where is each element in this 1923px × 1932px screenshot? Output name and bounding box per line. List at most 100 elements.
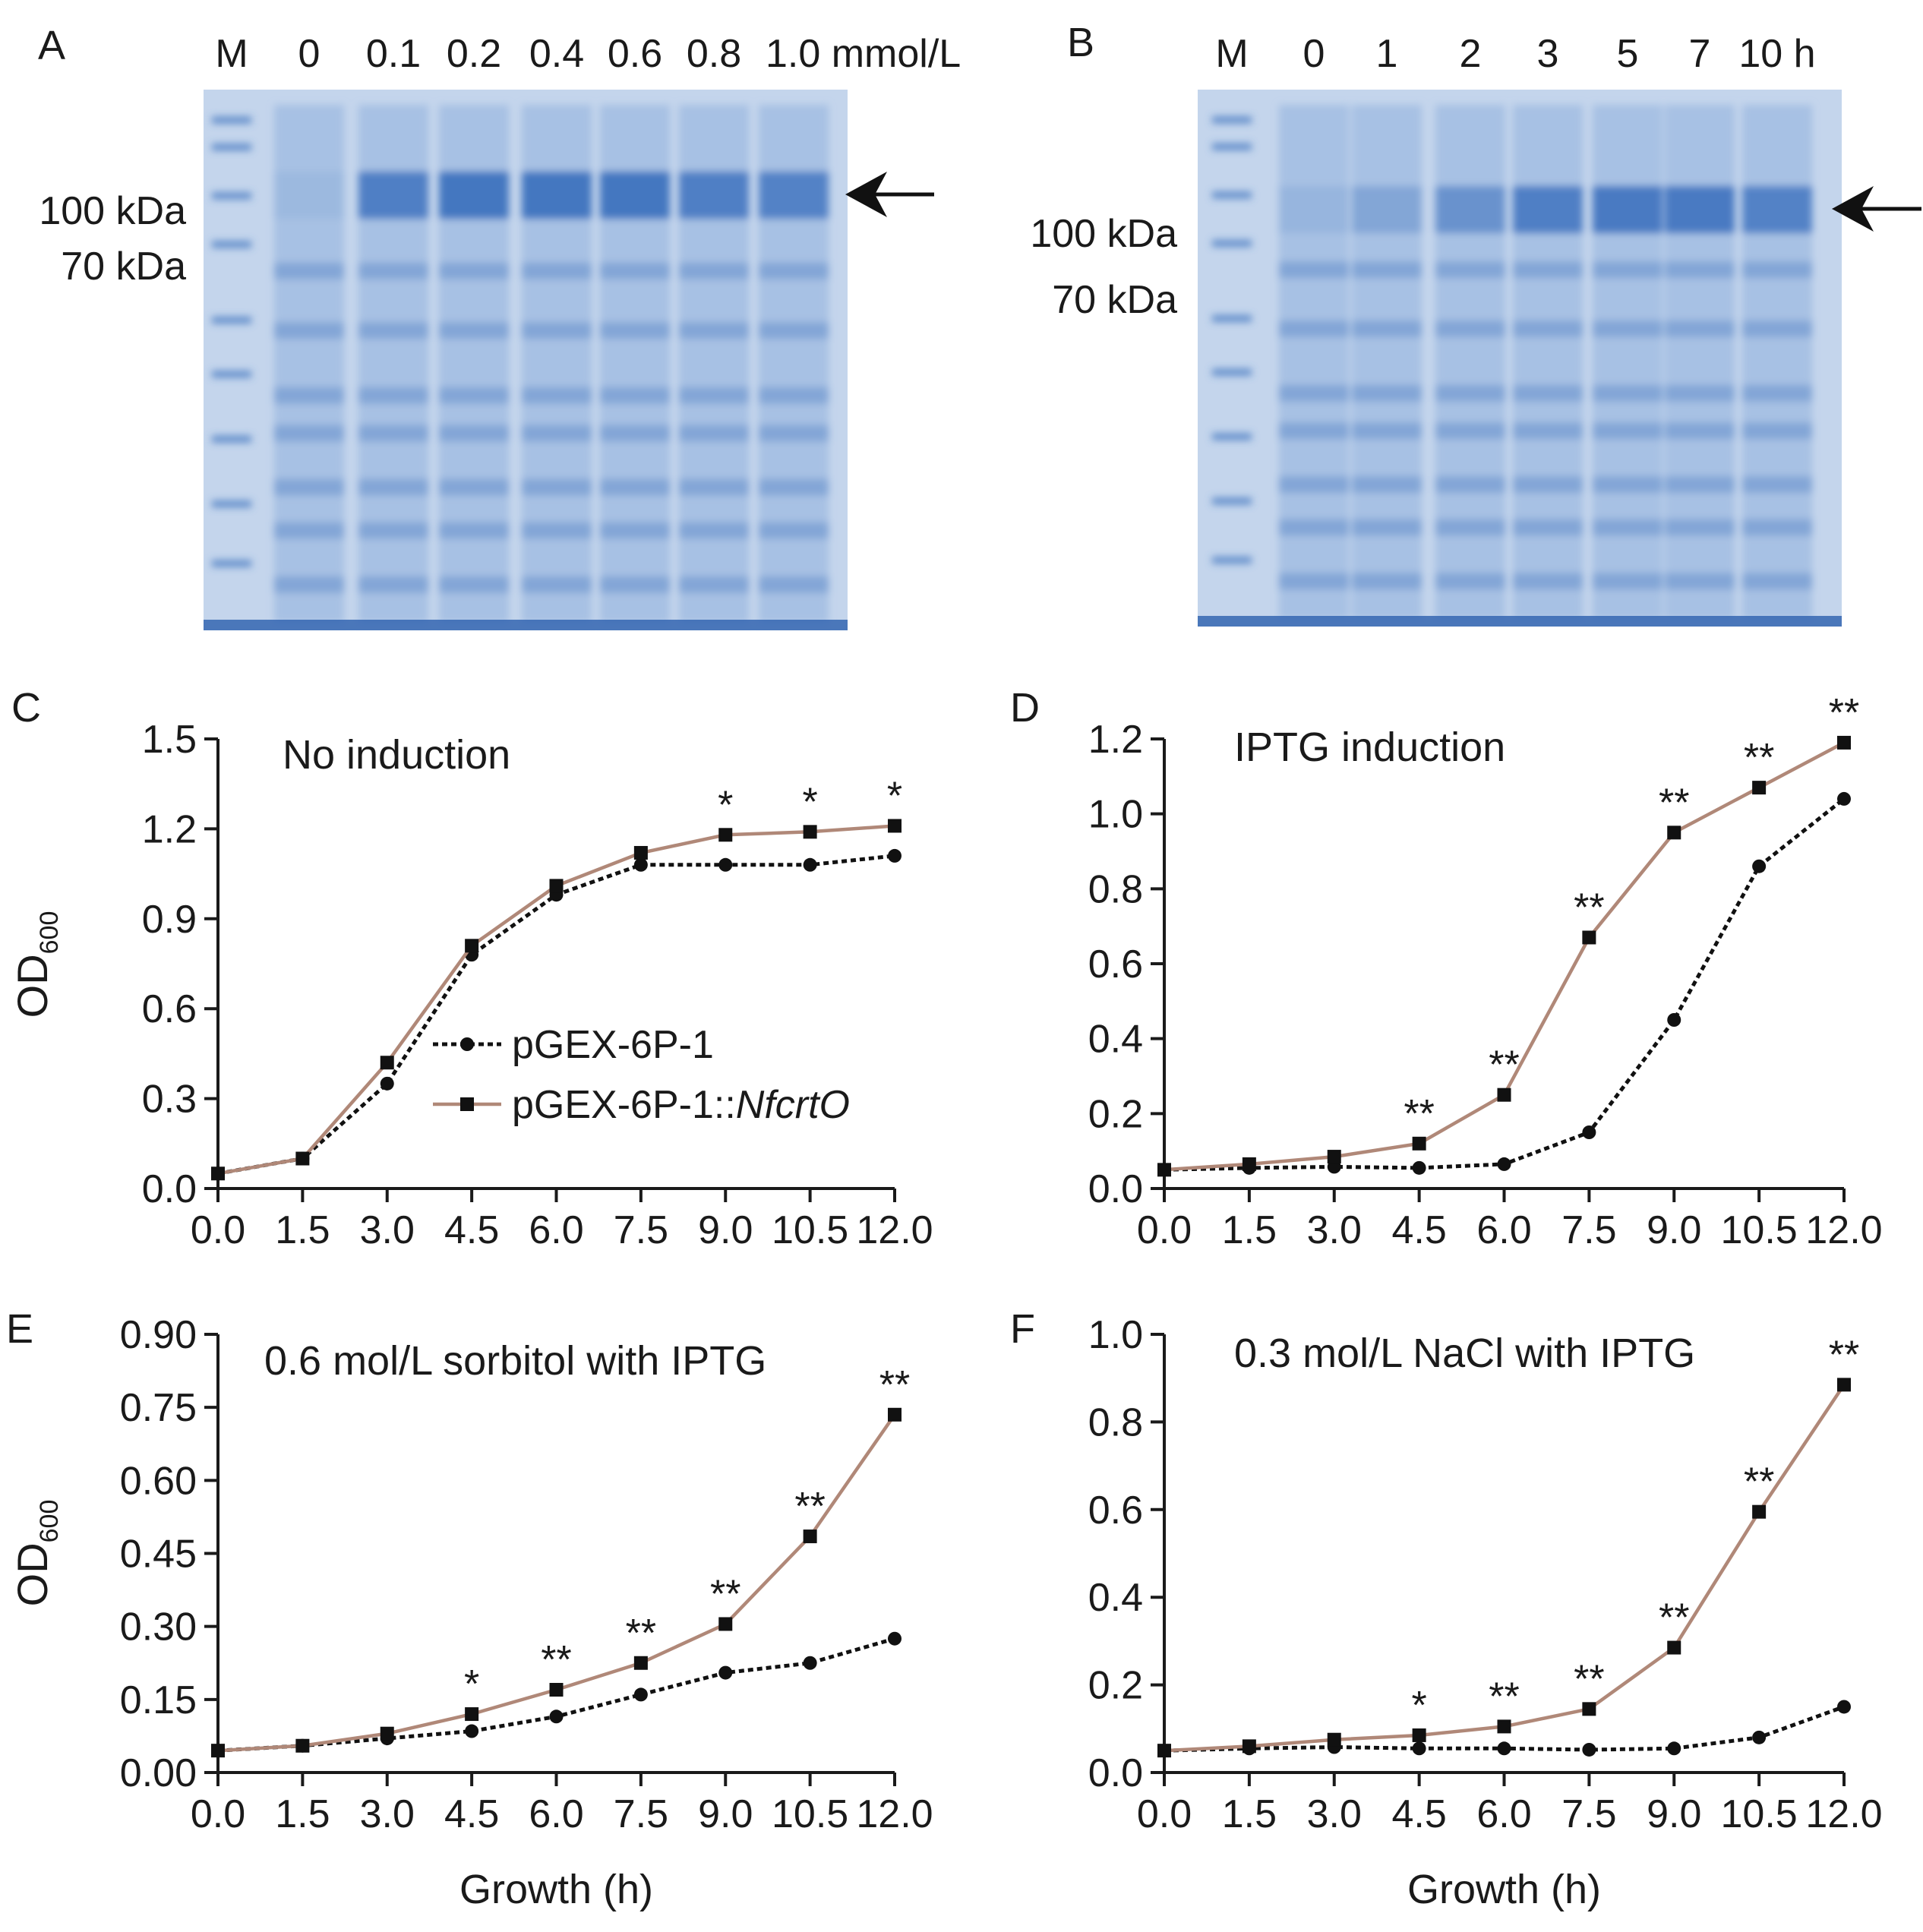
- gel-band: [1279, 422, 1349, 440]
- target-band: [1279, 186, 1349, 233]
- legend-marker: [460, 1037, 474, 1051]
- x-tick-label: 1.5: [1222, 1208, 1277, 1252]
- x-tick-label: 1.5: [275, 1208, 330, 1252]
- x-tick-label: 6.0: [1476, 1208, 1531, 1252]
- gel-a-lane-labels: M 0 0.1 0.2 0.4 0.6 0.8 1.0 mmol/L: [215, 32, 961, 76]
- gel-band: [1593, 384, 1662, 402]
- gel-band: [1665, 519, 1735, 536]
- gel-b-lane-label: 7: [1689, 32, 1711, 76]
- data-point: [633, 845, 648, 860]
- gel-band: [274, 478, 344, 496]
- x-axis-label: Growth (h): [1407, 1867, 1601, 1912]
- gel-band: [600, 387, 670, 404]
- legend-label: pGEX-6P-1: [512, 1023, 714, 1067]
- y-tick-label: 1.0: [1088, 1313, 1143, 1357]
- significance-marker: *: [887, 774, 902, 818]
- gel-band: [358, 262, 428, 279]
- gel-band: [358, 387, 428, 404]
- gel-band: [679, 387, 749, 404]
- significance-marker: **: [1829, 1333, 1859, 1377]
- data-point: [888, 819, 902, 833]
- gel-band: [1513, 261, 1583, 279]
- x-tick-label: 7.5: [1561, 1792, 1616, 1836]
- gel-band: [522, 522, 592, 539]
- chart-e: 0.00 0.15 0.30 0.45 0.60 0.75 0.90 0.0 1.5 3.0 4.5…: [8, 1313, 933, 1912]
- data-point: [295, 1738, 310, 1753]
- chart-f: 0.0 0.2 0.4 0.6 0.8 1.0 0.0 1.5 3.0 4.5 6.0 7.5 9.0 1…: [1088, 1313, 1883, 1912]
- x-tick-label: 6.0: [529, 1208, 583, 1252]
- y-tick-label: 1.2: [1088, 718, 1143, 762]
- gel-band: [358, 478, 428, 496]
- chart-title: No induction: [283, 732, 510, 778]
- significance-marker: *: [718, 783, 733, 827]
- gel-panel-a: A M 0 0.1 0.2 0.4 0.6 0.8 1.0 mmol/L 100…: [38, 23, 961, 630]
- x-axis-label: Growth (h): [459, 1867, 653, 1912]
- data-point: [1497, 1719, 1511, 1734]
- gel-band: [679, 425, 749, 442]
- panel-label-e: E: [6, 1306, 33, 1352]
- gel-band: [522, 576, 592, 593]
- data-point: [888, 1631, 902, 1646]
- significance-marker: **: [1574, 1657, 1604, 1701]
- gel-band: [439, 576, 509, 593]
- gel-band: [759, 322, 829, 339]
- gel-lane-smear: [1665, 105, 1735, 619]
- y-tick-label: 0.8: [1088, 867, 1143, 911]
- gel-band: [679, 576, 749, 593]
- data-point: [1497, 1157, 1511, 1171]
- data-point: [1667, 1741, 1681, 1756]
- gel-lane-smear: [1279, 105, 1349, 619]
- x-tick-label: 9.0: [698, 1792, 753, 1836]
- data-point: [633, 1656, 648, 1670]
- target-band: [600, 172, 670, 219]
- x-tick-label: 4.5: [1391, 1208, 1446, 1252]
- gel-band: [522, 478, 592, 496]
- gel-lane-smear: [1435, 105, 1505, 619]
- gel-band: [1352, 476, 1422, 494]
- panel-label-a: A: [38, 23, 65, 68]
- data-point: [1582, 1125, 1596, 1139]
- gel-band: [274, 262, 344, 279]
- gel-band: [1352, 422, 1422, 440]
- gel-band: [1435, 476, 1505, 494]
- significance-marker: **: [1829, 691, 1859, 735]
- gel-band: [439, 262, 509, 279]
- target-band: [274, 172, 344, 219]
- significance-marker: **: [1574, 886, 1604, 930]
- chart-title: 0.6 mol/L sorbitol with IPTG: [264, 1338, 766, 1384]
- significance-marker: **: [1659, 781, 1689, 825]
- x-tick-label: 9.0: [1647, 1792, 1701, 1836]
- x-tick-label: 3.0: [1307, 1208, 1362, 1252]
- gel-b-lane-label: 3: [1537, 32, 1559, 76]
- data-point: [380, 1056, 394, 1070]
- gel-band: [1742, 573, 1812, 590]
- legend-label-italic: NfcrtO: [736, 1083, 850, 1127]
- gel-a-arrow: [845, 172, 934, 217]
- x-tick-label: 6.0: [1476, 1792, 1531, 1836]
- gel-band: [600, 478, 670, 496]
- gel-lane-smear: [1352, 105, 1422, 619]
- marker-band: [1212, 314, 1252, 322]
- data-point: [549, 1683, 564, 1697]
- x-tick-label: 1.5: [275, 1792, 330, 1836]
- gel-band: [274, 322, 344, 339]
- y-tick-label: 0.90: [120, 1313, 197, 1357]
- y-tick-label: 0.9: [142, 898, 197, 942]
- gel-band: [1279, 320, 1349, 338]
- marker-band: [212, 116, 251, 124]
- gel-band: [759, 576, 829, 593]
- marker-band: [1212, 557, 1252, 564]
- y-axis-label: OD600: [8, 1500, 64, 1607]
- gel-lane-smear: [1593, 105, 1662, 619]
- data-point: [888, 1407, 902, 1422]
- data-point: [549, 1709, 564, 1724]
- gel-band: [679, 522, 749, 539]
- chart-title: 0.3 mol/L NaCl with IPTG: [1234, 1331, 1695, 1376]
- gel-band: [1435, 384, 1505, 402]
- gel-band: [600, 425, 670, 442]
- gel-b-lane-label: 10 h: [1738, 32, 1815, 76]
- gel-band: [759, 522, 829, 539]
- y-tick-label: 0.00: [120, 1751, 197, 1795]
- gel-a-lane-label: 1.0 mmol/L: [766, 32, 961, 76]
- chart-d: 0.0 0.2 0.4 0.6 0.8 1.0 1.2 0.0 1.5 3.0 4.5 6.0 7.5 9…: [1088, 691, 1883, 1252]
